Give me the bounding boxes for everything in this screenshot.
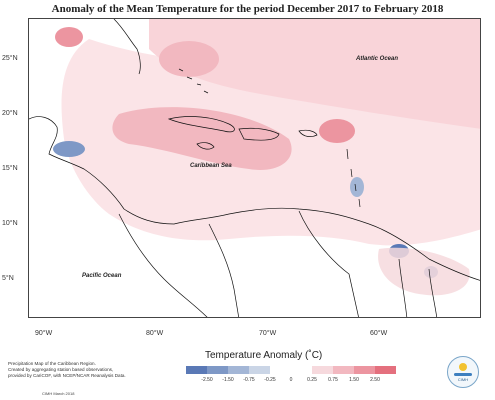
coastlines: [29, 19, 480, 317]
legend-swatch: [270, 366, 291, 374]
cool-anomaly-belize: [53, 141, 85, 157]
cool-anomaly-martinique: [350, 177, 364, 197]
lon-label: 60°W: [370, 330, 388, 337]
legend-swatch: [354, 366, 375, 374]
suriname-border: [428, 268, 438, 317]
caribbean-sea-label: Caribbean Sea: [190, 163, 232, 169]
credit-line: Created by aggregating station based obs…: [8, 367, 114, 372]
sun-icon: [459, 362, 467, 371]
legend-swatch: [291, 366, 312, 374]
logo-text: CIMH: [457, 376, 469, 382]
venezuela-border: [298, 210, 359, 317]
colombia-border: [208, 223, 240, 317]
warm-anomaly-gulf: [55, 27, 83, 47]
legend-swatch: [228, 366, 249, 374]
legend-ticks: -2.50 -1.50 -0.75 -0.25 0 0.25 0.75 1.50 2.50: [186, 377, 396, 385]
legend-tick-label: -1.50: [222, 377, 234, 383]
legend-swatch: [375, 366, 396, 374]
warm-anomaly-north: [149, 19, 480, 129]
legend-tick-label: -2.50: [201, 377, 213, 383]
credit-line: provided by CariCOF, with NCEP/NCAR Rean…: [8, 373, 126, 378]
central-america-coast: [29, 116, 370, 225]
legend-tick-label: 0.25: [307, 377, 317, 383]
legend-title: Temperature Anomaly (˚C): [205, 350, 323, 361]
cuba: [167, 116, 235, 133]
warm-anomaly-caribbean: [112, 107, 292, 170]
hispaniola: [238, 127, 280, 141]
legend-colorbar: [186, 366, 396, 374]
puerto-rico: [298, 129, 318, 137]
guyana-border: [398, 258, 408, 317]
lesser-antilles: [346, 148, 361, 208]
legend-swatch: [312, 366, 333, 374]
lon-label: 90°W: [35, 330, 53, 337]
legend-swatch: [249, 366, 270, 374]
lon-label: 80°W: [146, 330, 164, 337]
legend-tick-label: 2.50: [370, 377, 380, 383]
pacific-ocean-label: Pacific Ocean: [82, 273, 122, 279]
warm-anomaly-guianas: [378, 247, 470, 296]
lat-label: 5°N: [2, 275, 14, 282]
legend-tick-label: -0.25: [264, 377, 276, 383]
atlantic-ocean-label: Atlantic Ocean: [356, 56, 399, 62]
map-canvas: [29, 19, 480, 317]
credit-line: Precipitation Map of the Caribbean Regio…: [8, 361, 96, 366]
legend-tick-label: 1.50: [349, 377, 359, 383]
jamaica: [196, 142, 215, 150]
wave-icon: [454, 372, 472, 376]
lat-label: 15°N: [2, 165, 18, 172]
legend-tick-label: 0: [289, 377, 293, 383]
map-credit: Precipitation Map of the Caribbean Regio…: [8, 361, 168, 379]
warm-anomaly-bahamas: [159, 41, 219, 77]
legend-tick-label: 0.75: [328, 377, 338, 383]
south-america-coast: [368, 223, 480, 281]
lat-label: 10°N: [2, 220, 18, 227]
cimh-logo: CIMH: [447, 356, 479, 388]
lat-label: 25°N: [2, 55, 18, 62]
anomaly-map: [28, 18, 481, 318]
legend-swatch: [207, 366, 228, 374]
map-title: Anomaly of the Mean Temperature for the …: [51, 3, 444, 15]
credit-date: CIMH March 2018: [42, 391, 75, 396]
florida-coast: [113, 19, 141, 75]
bahamas: [178, 68, 209, 94]
lon-label: 70°W: [259, 330, 277, 337]
legend-swatch: [333, 366, 354, 374]
lat-label: 20°N: [2, 110, 18, 117]
panama-coast: [118, 213, 208, 317]
legend-swatch: [186, 366, 207, 374]
warm-anomaly-puerto-rico: [319, 119, 355, 143]
legend-tick-label: -0.75: [243, 377, 255, 383]
